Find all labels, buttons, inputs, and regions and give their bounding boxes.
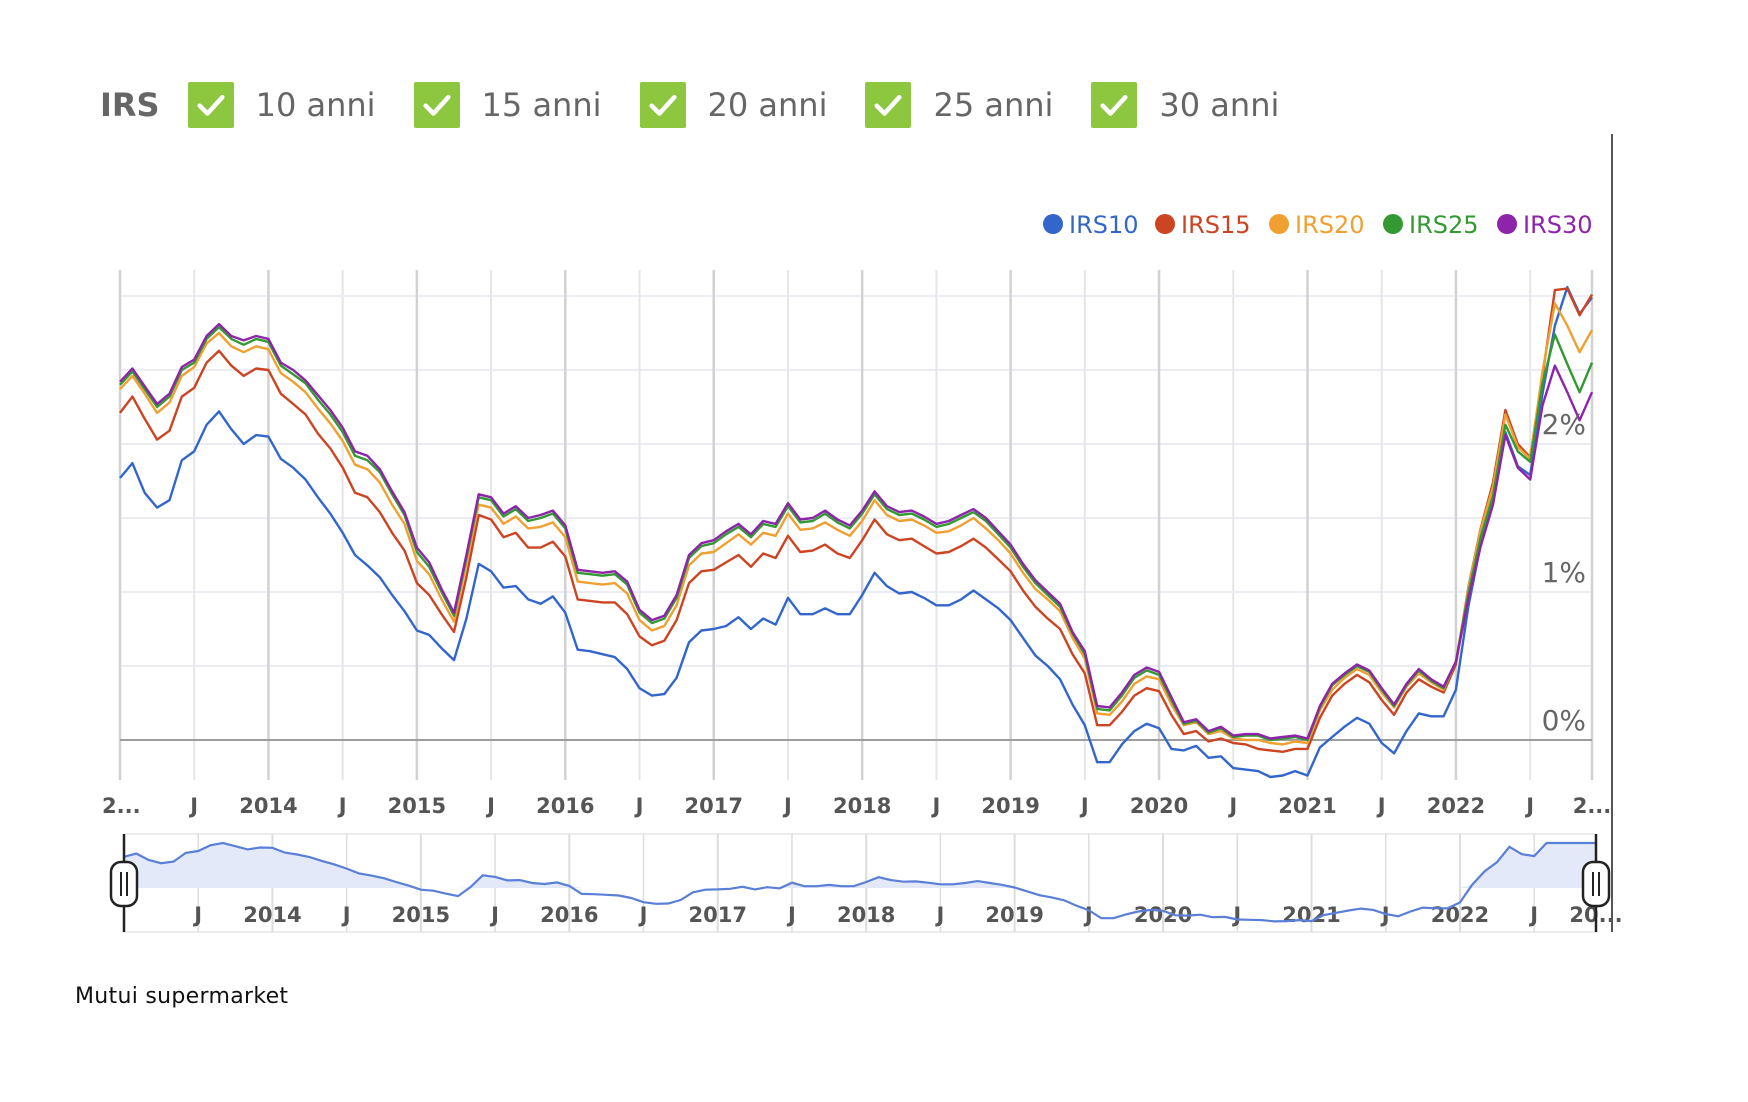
x-tick-label: J: [1227, 794, 1237, 818]
navigator-tick-label: 2022: [1431, 903, 1489, 927]
filter-30-anni[interactable]: 30 anni: [1091, 82, 1279, 128]
checkmark-icon: [196, 94, 225, 116]
x-tick-label: 2017: [685, 794, 743, 818]
legend-label-irs30: IRS30: [1523, 211, 1593, 239]
series-line-irs15: [119, 287, 1594, 753]
navigator-tick-label: 2015: [392, 903, 450, 927]
x-tick-label: J: [1079, 794, 1089, 818]
series-filter-bar: IRS 10 anni 15 anni 20 anni 25 anni 30 a…: [100, 78, 1317, 132]
filter-label-10-anni: 10 anni: [255, 86, 376, 124]
checkbox-25-anni[interactable]: [865, 82, 912, 128]
x-tick-label: J: [634, 794, 644, 818]
x-tick-label: 2015: [388, 794, 446, 818]
x-tick-label: 2021: [1278, 794, 1336, 818]
grid-lines: [118, 270, 1594, 780]
x-tick-label: J: [337, 794, 347, 818]
navigator-left-handle[interactable]: [109, 860, 139, 908]
navigator-tick-label: 2016: [540, 903, 598, 927]
x-tick-label: 2016: [536, 794, 594, 818]
legend-label-irs25: IRS25: [1409, 211, 1479, 239]
filter-20-anni[interactable]: 20 anni: [639, 82, 828, 128]
checkmark-icon: [874, 94, 903, 116]
series-line-irs20: [119, 302, 1594, 746]
legend-marker-irs25: [1383, 214, 1403, 234]
legend-marker-irs15: [1155, 214, 1175, 234]
handle-grip[interactable]: [109, 860, 139, 908]
legend: IRS10 IRS15 IRS20 IRS25 IRS30: [1043, 211, 1593, 239]
navigator-tick-label: J: [489, 903, 499, 927]
filter-25-anni[interactable]: 25 anni: [865, 82, 1053, 128]
navigator-tick-label: 2017: [689, 903, 747, 927]
series-lines: [119, 285, 1594, 779]
x-tick-label: J: [188, 794, 198, 818]
checkbox-15-anni[interactable]: [413, 82, 460, 128]
x-tick-label: 2014: [239, 794, 297, 818]
navigator-tick-label: 2014: [243, 903, 301, 927]
navigator-tick-label: J: [1380, 903, 1390, 927]
filter-label-30-anni: 30 anni: [1159, 86, 1280, 124]
filter-10-anni[interactable]: 10 anni: [187, 82, 376, 128]
x-tick-label: J: [930, 794, 940, 818]
filter-label-25-anni: 25 anni: [933, 86, 1054, 124]
navigator-tick-label: J: [192, 903, 202, 927]
navigator-right-handle[interactable]: [1581, 860, 1611, 908]
series-line-irs30: [119, 322, 1594, 740]
series-line-irs25: [119, 325, 1594, 742]
filter-label-15-anni: 15 anni: [481, 86, 602, 124]
range-navigator: J 2014 J 2015 J 2016 J 2017 J 2018 J 2019 J 2020 J 2021…: [109, 833, 1623, 933]
x-tick-label: 2020: [1130, 794, 1188, 818]
navigator-tick-label: J: [1528, 903, 1538, 927]
x-tick-label: 2022: [1427, 794, 1485, 818]
y-tick-label: 1%: [1542, 556, 1586, 589]
x-tick-label: J: [1524, 794, 1534, 818]
x-tick-label: J: [782, 794, 792, 818]
checkmark-icon: [422, 94, 451, 116]
y-tick-label: 2%: [1542, 408, 1586, 441]
legend-label-irs10: IRS10: [1069, 211, 1139, 239]
legend-label-irs15: IRS15: [1181, 211, 1251, 239]
checkmark-icon: [648, 94, 677, 116]
navigator-tick-label: J: [341, 903, 351, 927]
navigator-tick-label: J: [638, 903, 648, 927]
legend-label-irs20: IRS20: [1295, 211, 1365, 239]
checkbox-10-anni[interactable]: [187, 82, 234, 128]
x-tick-label: 2018: [833, 794, 891, 818]
x-tick-label: 2...: [102, 794, 141, 818]
x-tick-label: 2019: [981, 794, 1039, 818]
filter-label-20-anni: 20 anni: [707, 86, 828, 124]
navigator-tick-label: J: [1231, 903, 1241, 927]
checkbox-30-anni[interactable]: [1091, 82, 1138, 128]
legend-marker-irs20: [1269, 214, 1289, 234]
source-caption: Mutui supermarket: [75, 984, 289, 1009]
filter-title: IRS: [100, 86, 160, 124]
x-tick-label: J: [485, 794, 495, 818]
y-tick-label: 0%: [1542, 704, 1586, 737]
x-tick-label: J: [1376, 794, 1386, 818]
navigator-tick-label: J: [1083, 903, 1093, 927]
legend-marker-irs10: [1043, 214, 1063, 234]
navigator-tick-label: J: [934, 903, 944, 927]
navigator-tick-label: 2021: [1282, 903, 1340, 927]
series-line-irs10: [119, 285, 1593, 779]
navigator-tick-label: J: [786, 903, 796, 927]
x-tick-label: 2...: [1573, 794, 1612, 818]
filter-15-anni[interactable]: 15 anni: [413, 82, 602, 128]
legend-marker-irs30: [1497, 214, 1517, 234]
checkbox-20-anni[interactable]: [639, 82, 686, 128]
checkmark-icon: [1100, 94, 1129, 116]
handle-grip[interactable]: [1581, 860, 1611, 908]
navigator-line: [123, 841, 1596, 923]
navigator-tick-label: 2018: [837, 903, 895, 927]
navigator-tick-label: 2019: [985, 903, 1043, 927]
